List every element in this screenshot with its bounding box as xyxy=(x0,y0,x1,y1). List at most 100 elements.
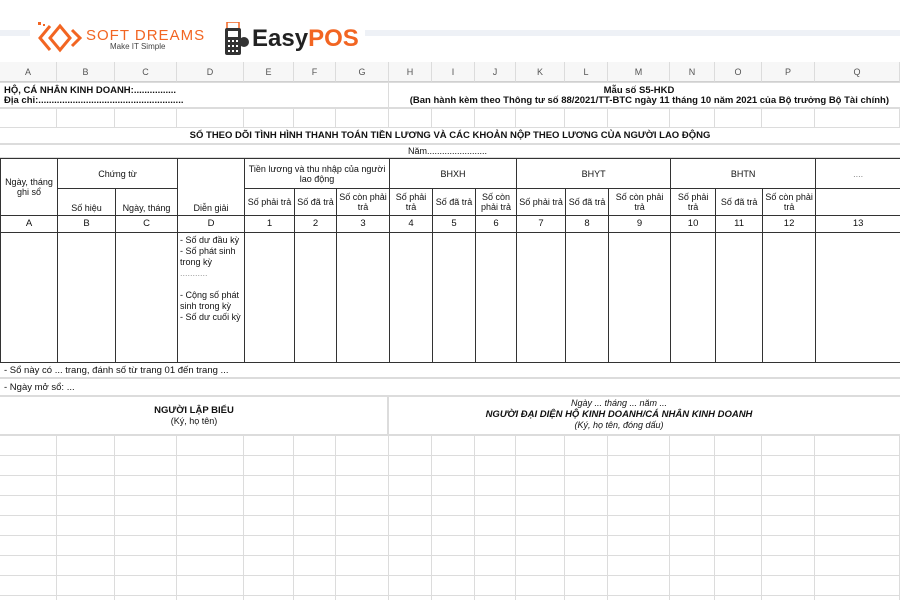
desc-line: - Số dư cuối kỳ xyxy=(180,312,241,322)
subheader-cell: Số đã trả xyxy=(565,188,610,216)
table-cell[interactable] xyxy=(475,232,518,363)
subheader-cell: Số phải trả xyxy=(389,188,434,216)
column-header-d[interactable]: D xyxy=(177,62,244,82)
table-cell[interactable] xyxy=(715,232,764,363)
note-row-2: - Ngày mở sổ: ... xyxy=(0,379,900,396)
column-header-o[interactable]: O xyxy=(715,62,762,82)
payroll-table: Ngày, tháng ghi sổ Chứng từ Diễn giải Ti… xyxy=(0,158,900,363)
column-code: B xyxy=(57,215,116,233)
representative-title: NGƯỜI ĐẠI DIỆN HỘ KINH DOANH/CÁ NHÂN KIN… xyxy=(485,409,753,420)
table-cell[interactable] xyxy=(516,232,567,363)
column-code: 3 xyxy=(336,215,391,233)
table-cell[interactable] xyxy=(608,232,672,363)
column-header-p[interactable]: P xyxy=(762,62,815,82)
year-row: Năm........................ xyxy=(0,145,900,158)
column-header-a[interactable]: A xyxy=(0,62,57,82)
gridline xyxy=(0,595,900,596)
column-code: A xyxy=(0,215,58,233)
column-code: 7 xyxy=(516,215,567,233)
gridline xyxy=(0,108,900,109)
pos-terminal-icon xyxy=(225,22,249,55)
gridline xyxy=(0,555,900,556)
header-voucher: Chứng từ xyxy=(56,158,179,189)
representative-note: (Ký, họ tên, đóng dấu) xyxy=(574,420,664,430)
logo-bar: SOFT DREAMS Make IT Simple EasyPOS xyxy=(0,0,900,62)
table-cell[interactable] xyxy=(294,232,338,363)
desc-line: - Cộng số phát sinh trong kỳ xyxy=(180,290,240,311)
preparer-title: NGƯỜI LẬP BIỂU xyxy=(154,405,234,416)
form-number: Mẫu số S5-HKD xyxy=(603,85,675,96)
table-cell[interactable] xyxy=(57,232,116,363)
gridline xyxy=(0,455,900,456)
gridline xyxy=(0,127,900,128)
subheader-cell: Số đã trả xyxy=(432,188,477,216)
gridline xyxy=(0,396,900,397)
table-cell[interactable] xyxy=(389,232,434,363)
note-open-date: - Ngày mở sổ: ... xyxy=(4,382,75,393)
subheader-cell: Số đã trả xyxy=(715,188,764,216)
softdreams-tagline: Make IT Simple xyxy=(110,42,166,51)
column-header-h[interactable]: H xyxy=(389,62,432,82)
column-header-i[interactable]: I xyxy=(432,62,475,82)
signature-preparer: NGƯỜI LẬP BIỂU (Ký, họ tên) xyxy=(0,397,388,435)
business-name: HỘ, CÁ NHÂN KINH DOANH:................ xyxy=(4,85,177,96)
gridline xyxy=(0,515,900,516)
table-cell[interactable] xyxy=(815,232,900,363)
table-cell[interactable] xyxy=(114,232,179,363)
column-header-m[interactable]: M xyxy=(608,62,670,82)
column-code: 2 xyxy=(294,215,338,233)
header-other: .... xyxy=(815,158,900,189)
column-code: 12 xyxy=(762,215,817,233)
header-desc: Diễn giải xyxy=(177,158,246,216)
subheader-cell: Số còn phải trả xyxy=(762,188,817,216)
subheader-cell: Số phải trả xyxy=(670,188,717,216)
subheader-cell xyxy=(815,188,900,216)
column-header-c[interactable]: C xyxy=(115,62,177,82)
gridline xyxy=(0,535,900,536)
column-code: 13 xyxy=(815,215,900,233)
column-code: C xyxy=(114,215,179,233)
column-header-l[interactable]: L xyxy=(565,62,608,82)
column-code: 9 xyxy=(608,215,672,233)
column-header-j[interactable]: J xyxy=(475,62,516,82)
column-header-f[interactable]: F xyxy=(294,62,336,82)
signature-representative: Ngày ... tháng ... năm ... NGƯỜI ĐẠI DIỆN… xyxy=(389,397,900,435)
table-cell[interactable] xyxy=(336,232,391,363)
desc-line xyxy=(180,279,242,290)
desc-line: ........... xyxy=(180,268,208,278)
table-cell[interactable] xyxy=(244,232,296,363)
table-cell[interactable] xyxy=(432,232,477,363)
easypos-logo-text: EasyPOS xyxy=(252,25,359,52)
column-header-k[interactable]: K xyxy=(516,62,565,82)
table-cell[interactable] xyxy=(762,232,817,363)
note-pages: - Sổ này có ... trang, đánh số từ trang … xyxy=(4,365,229,376)
column-header-e[interactable]: E xyxy=(244,62,294,82)
column-header-n[interactable]: N xyxy=(670,62,715,82)
desc-line: - Số dư đầu kỳ xyxy=(180,235,240,245)
business-info: HỘ, CÁ NHÂN KINH DOANH:................ Đ… xyxy=(0,83,388,108)
gridline xyxy=(0,495,900,496)
preparer-note: (Ký, họ tên) xyxy=(170,416,218,426)
page-title: SỔ THEO DÕI TÌNH HÌNH THANH TOÁN TIỀN LƯ… xyxy=(189,130,711,141)
sign-date: Ngày ... tháng ... năm ... xyxy=(570,398,668,408)
subheader-cell: Số còn phải trả xyxy=(336,188,391,216)
column-code: 5 xyxy=(432,215,477,233)
column-code: 4 xyxy=(389,215,434,233)
column-code: 6 xyxy=(475,215,518,233)
header-bhxh: BHXH xyxy=(389,158,518,189)
gridline xyxy=(0,82,900,83)
year-field: Năm........................ xyxy=(408,146,488,156)
business-address: Địa chỉ:................................… xyxy=(4,95,184,106)
desc-line: - Số phát sinh trong kỳ xyxy=(180,246,236,267)
table-cell[interactable] xyxy=(565,232,610,363)
column-header-g[interactable]: G xyxy=(336,62,389,82)
subheader-cell: Số phải trả xyxy=(516,188,567,216)
gridline xyxy=(0,378,900,379)
form-info: Mẫu số S5-HKD (Ban hành kèm theo Thông tư… xyxy=(389,83,900,108)
column-header-b[interactable]: B xyxy=(57,62,115,82)
desc-cell[interactable]: - Số dư đầu kỳ - Số phát sinh trong kỳ...… xyxy=(177,232,246,363)
title-row: SỔ THEO DÕI TÌNH HÌNH THANH TOÁN TIỀN LƯ… xyxy=(0,128,900,144)
column-header-q[interactable]: Q xyxy=(815,62,900,82)
table-cell[interactable] xyxy=(0,232,58,363)
table-cell[interactable] xyxy=(670,232,717,363)
